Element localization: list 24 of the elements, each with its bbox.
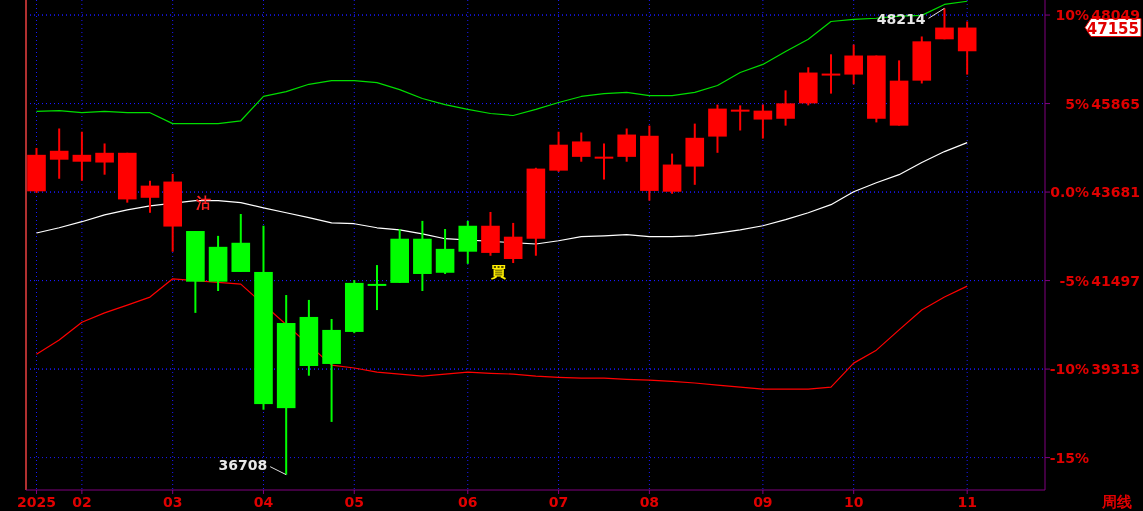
y2-tick-label: -15% (1049, 449, 1089, 466)
x-tick-label: 02 (72, 494, 92, 510)
x-tick-label: 07 (548, 494, 569, 510)
x-tick-label: 10 (843, 494, 864, 510)
x-tick-label: 06 (458, 494, 478, 510)
y-tick-label: 39313 (1091, 361, 1140, 378)
y-tick-label: 43681 (1091, 184, 1140, 201)
y2-tick-label: -5% (1059, 272, 1089, 289)
x-tick-label: 04 (253, 494, 274, 510)
x-tick-label: 05 (344, 494, 365, 510)
y-tick-label: 45865 (1091, 95, 1140, 112)
y-tick-label: 41497 (1091, 272, 1140, 289)
y2-tick-label: 0.0% (1050, 184, 1089, 201)
x-tick-label: 2025 (17, 494, 56, 510)
y2-tick-label: -10% (1049, 361, 1089, 378)
x-tick-label: 11 (957, 494, 977, 510)
text: 周线 (1101, 493, 1132, 511)
x-tick-label: 09 (753, 494, 773, 510)
annotation: 買 (489, 262, 506, 281)
annotation: 48214 (876, 11, 926, 28)
x-tick-label: 03 (162, 494, 183, 510)
x-tick-label: 08 (639, 494, 660, 510)
y2-tick-label: 5% (1065, 95, 1089, 112)
annotation: 36708 (218, 456, 268, 473)
